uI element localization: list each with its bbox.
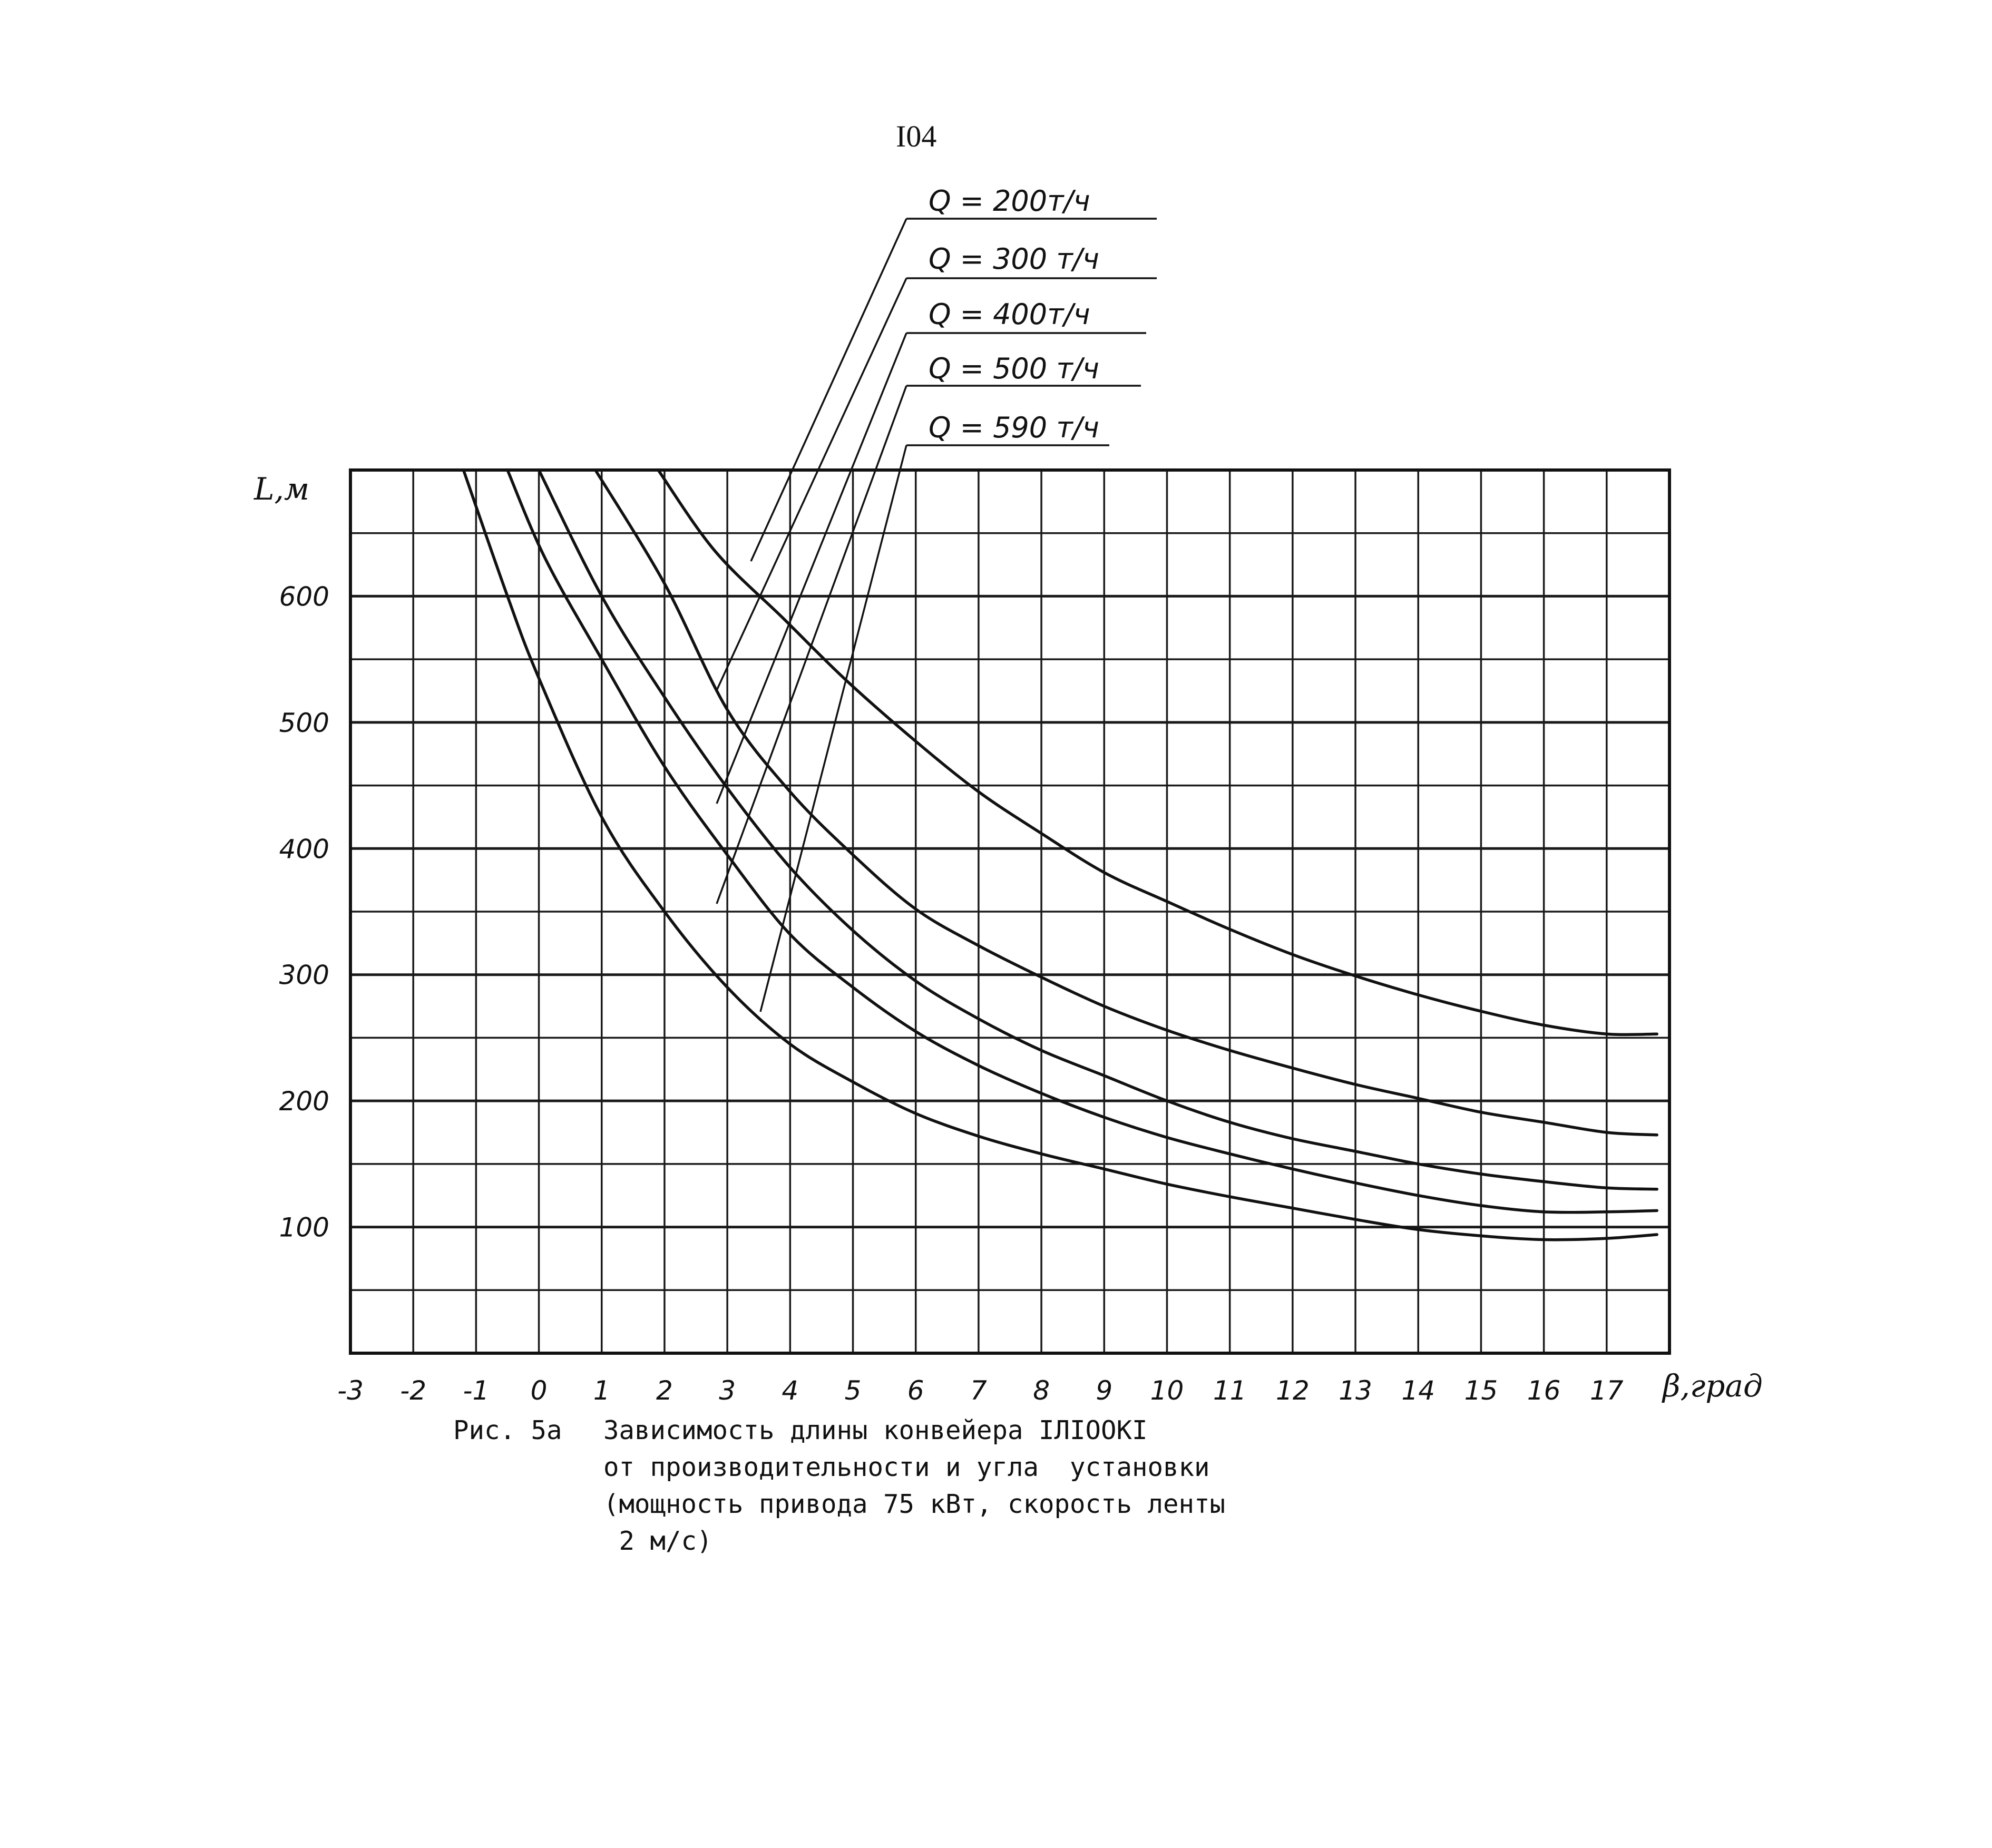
y-tick-label: 300 [279, 960, 329, 991]
x-tick-label: 5 [845, 1375, 862, 1406]
x-tick-label: 10 [1150, 1375, 1184, 1406]
x-tick-label: 12 [1276, 1375, 1310, 1406]
x-tick-label: -2 [400, 1375, 426, 1406]
y-tick-label: 200 [279, 1086, 329, 1117]
series-line-1 [594, 468, 1658, 1137]
grid [350, 470, 1669, 1353]
x-tick-label: 6 [907, 1375, 924, 1406]
x-tick-label: -3 [337, 1375, 364, 1406]
x-tick-label: 2 [656, 1375, 673, 1406]
legend-label-3: Q = 500 т/ч [929, 352, 1099, 385]
legend-leader-3 [716, 385, 907, 904]
caption-line: Зависимость длины конвейера IЛIOOКI [603, 1415, 1148, 1445]
legend-leader-0 [750, 218, 907, 562]
y-tick-label: 400 [279, 834, 329, 864]
y-tick-label: 500 [279, 708, 329, 738]
legend-leader-1 [716, 278, 907, 691]
x-tick-label: 14 [1401, 1375, 1435, 1406]
legend-label-1: Q = 300 т/ч [929, 242, 1099, 276]
x-tick-label: 11 [1213, 1375, 1247, 1406]
series-line-0 [657, 468, 1658, 1037]
x-tick-label: 8 [1033, 1375, 1050, 1406]
caption-line: от производительности и угла установки [603, 1452, 1210, 1482]
x-tick-label: 15 [1464, 1375, 1498, 1406]
x-tick-label: 3 [719, 1375, 736, 1406]
series-group [462, 468, 1658, 1241]
x-axis-title: β,град [1662, 1368, 1763, 1404]
legend: Q = 200т/ч Q = 300 т/ч Q = 400т/ч Q = 500 т… [906, 184, 1157, 446]
x-tick-label: 7 [970, 1375, 987, 1406]
x-tick-label: 0 [531, 1375, 548, 1406]
x-tick-label: 1 [593, 1375, 610, 1406]
series-line-3 [506, 468, 1658, 1214]
caption-line: (мощность привода 75 кВт, скорость ленты [603, 1489, 1226, 1519]
y-tick-label: 100 [279, 1213, 329, 1243]
x-tick-label: -1 [463, 1375, 489, 1406]
plot-frame [349, 468, 1671, 1355]
series-line-4 [462, 468, 1658, 1241]
x-tick-label: 9 [1096, 1375, 1112, 1406]
x-tick-label: 13 [1339, 1375, 1372, 1406]
plot-border [349, 468, 1671, 1355]
x-tick-label: 16 [1527, 1375, 1561, 1406]
legend-label-4: Q = 590 т/ч [929, 411, 1099, 444]
page-number: I04 [896, 119, 937, 153]
legend-leader-4 [759, 445, 907, 1012]
legend-label-0: Q = 200т/ч [929, 184, 1090, 218]
y-axis-title: L,м [253, 471, 309, 507]
legend-label-2: Q = 400т/ч [929, 298, 1090, 331]
y-tick-labels: 100 200 300 400 500 600 [279, 581, 329, 1243]
y-tick-label: 600 [279, 581, 329, 612]
series-line-2 [537, 468, 1658, 1191]
caption-line: 2 м/с) [603, 1526, 712, 1556]
figure-caption: Рис. 5а Зависимость длины конвейера IЛIO… [453, 1412, 1225, 1634]
legend-leader-2 [716, 333, 907, 804]
x-tick-label: 4 [782, 1375, 798, 1406]
caption-label: Рис. 5а [453, 1415, 562, 1445]
x-tick-label: 17 [1590, 1375, 1624, 1406]
x-tick-labels: -3 -2 -1 0 1 2 3 4 5 6 7 8 9 10 11 12 13 14 15 16 17 [337, 1375, 1624, 1406]
legend-leaders [716, 218, 907, 1012]
